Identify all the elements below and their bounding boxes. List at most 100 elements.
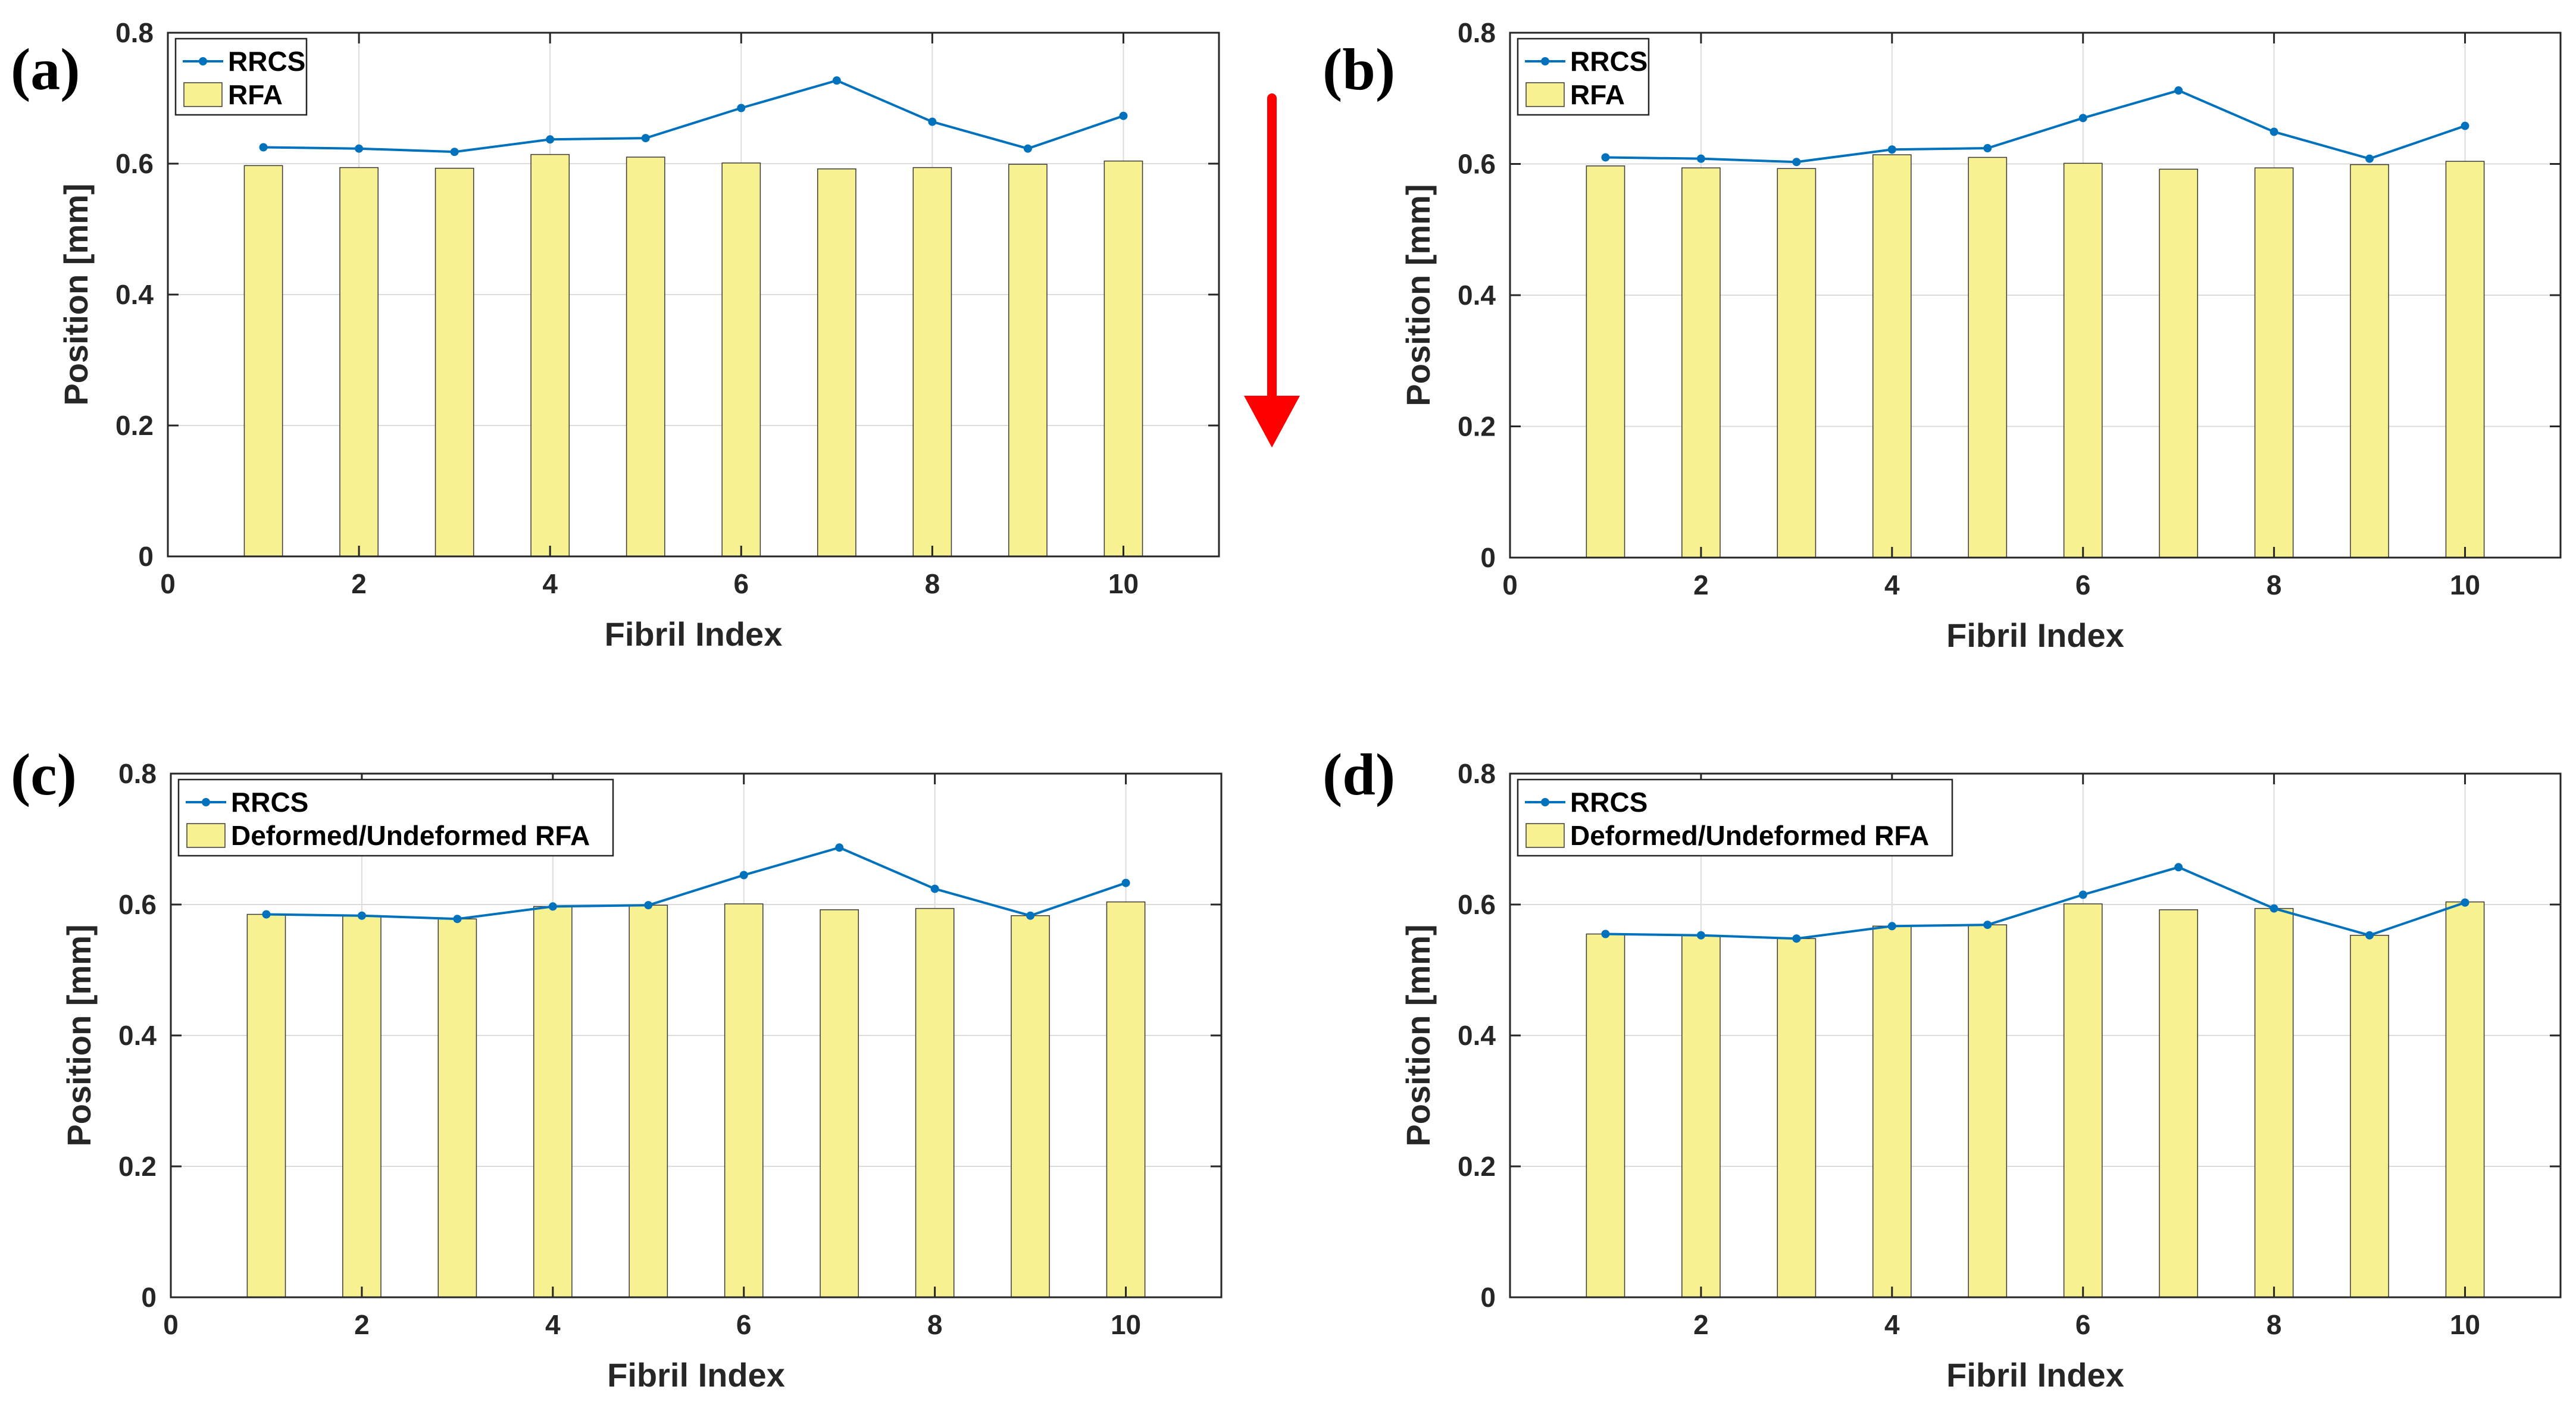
bar xyxy=(339,167,379,557)
bar xyxy=(629,905,668,1298)
y-tick-label: 0.2 xyxy=(115,410,154,441)
legend-label-rrcs: RRCS xyxy=(1570,46,1647,77)
bar xyxy=(1586,933,1625,1298)
rrcs-point xyxy=(644,901,653,910)
legend-line-marker xyxy=(1541,57,1549,65)
bar xyxy=(2350,164,2389,558)
x-tick-label: 4 xyxy=(545,1309,561,1340)
bar xyxy=(434,167,474,557)
rrcs-point xyxy=(2365,931,2374,940)
x-tick-label: 2 xyxy=(354,1309,370,1340)
rrcs-point xyxy=(1696,154,1705,163)
x-tick-label: 8 xyxy=(927,1309,943,1340)
y-tick-label: 0.2 xyxy=(1458,1151,1496,1182)
rrcs-point xyxy=(2365,154,2374,163)
rrcs-point xyxy=(1887,145,1896,154)
rrcs-point xyxy=(832,76,841,85)
rrcs-point xyxy=(1792,934,1801,943)
bar xyxy=(915,908,955,1298)
legend-bar-swatch xyxy=(186,823,226,848)
y-axis-label: Position [mm] xyxy=(1399,924,1437,1146)
x-axis-label: Fibril Index xyxy=(607,1356,785,1394)
x-tick-label: 2 xyxy=(351,568,367,599)
x-tick-label: 10 xyxy=(1108,568,1139,599)
legend-box xyxy=(177,778,614,857)
y-tick-label: 0.2 xyxy=(118,1151,157,1182)
x-tick-label: 0 xyxy=(1502,569,1518,600)
legend-line-marker xyxy=(202,798,210,806)
x-tick-label: 10 xyxy=(1111,1309,1141,1340)
rrcs-point xyxy=(357,911,366,920)
bar xyxy=(2254,908,2294,1298)
bar xyxy=(437,918,477,1298)
bar xyxy=(1103,160,1143,557)
legend-box xyxy=(174,37,308,116)
x-tick-label: 6 xyxy=(2075,569,2091,600)
y-tick-label: 0.2 xyxy=(1458,411,1496,442)
rrcs-point xyxy=(2174,863,2183,872)
bar xyxy=(724,903,764,1298)
bar xyxy=(1586,165,1625,558)
legend-line-marker xyxy=(1541,798,1549,806)
legend-label-rfa: RFA xyxy=(1570,79,1625,110)
y-tick-label: 0.8 xyxy=(115,17,154,48)
x-tick-label: 2 xyxy=(1693,569,1709,600)
rrcs-point xyxy=(739,871,748,880)
y-tick-label: 0.4 xyxy=(118,1020,157,1051)
rrcs-point xyxy=(1696,931,1705,940)
rrcs-point xyxy=(1121,878,1130,887)
bar xyxy=(1968,924,2008,1298)
x-tick-label: 6 xyxy=(733,568,749,599)
x-tick-label: 8 xyxy=(925,568,940,599)
chart-panel-a: 0 2 4 6 8 10 0 0.2 0.4 0.6 0.8 Fibril Index Position… xyxy=(11,17,1220,653)
bar xyxy=(2063,903,2103,1298)
x-tick-label: 0 xyxy=(160,568,176,599)
bar xyxy=(1011,915,1050,1298)
rrcs-point xyxy=(2269,904,2278,913)
bar xyxy=(243,165,283,557)
rrcs-point xyxy=(1887,922,1896,931)
y-tick-label: 0 xyxy=(1480,1282,1496,1313)
rrcs-point xyxy=(2174,86,2183,95)
bar xyxy=(533,906,573,1298)
rrcs-point xyxy=(1119,111,1128,120)
bar xyxy=(626,157,665,557)
red-down-arrow-icon xyxy=(1244,93,1300,448)
rrcs-point xyxy=(262,910,271,919)
bar xyxy=(2063,162,2103,558)
chart-panel-b: 0 2 4 6 8 10 0 0.2 0.4 0.6 0.8 Fibril Index Position… xyxy=(1323,17,2562,654)
bar xyxy=(2159,909,2199,1298)
rrcs-point xyxy=(1983,921,1992,930)
legend-label-rfa: RFA xyxy=(228,79,283,110)
rrcs-point xyxy=(355,144,364,153)
rrcs-point xyxy=(1601,153,1610,162)
y-tick-label: 0.8 xyxy=(1458,17,1496,48)
bar xyxy=(2445,161,2485,558)
legend-label-rrcs: RRCS xyxy=(1570,787,1647,818)
rrcs-point xyxy=(2078,890,2087,899)
rrcs-line xyxy=(263,79,1124,154)
bar xyxy=(912,167,952,557)
rrcs-point xyxy=(2461,121,2469,130)
rrcs-point xyxy=(2269,127,2278,136)
panel-label: (b) xyxy=(1323,36,1395,102)
bar xyxy=(246,913,286,1298)
x-tick-label: 6 xyxy=(2075,1309,2091,1340)
x-axis-label: Fibril Index xyxy=(1946,1356,2124,1394)
x-tick-label: 10 xyxy=(2450,1309,2480,1340)
y-tick-label: 0.8 xyxy=(118,758,157,789)
bar xyxy=(2350,934,2389,1298)
y-tick-label: 0.4 xyxy=(1458,280,1496,311)
rrcs-point xyxy=(1792,158,1801,167)
bar xyxy=(1872,154,1912,558)
bar xyxy=(721,162,761,557)
y-tick-label: 0.6 xyxy=(1458,889,1496,920)
bar xyxy=(1681,934,1721,1298)
rrcs-point xyxy=(930,884,939,893)
x-tick-label: 4 xyxy=(1884,569,1900,600)
rrcs-point xyxy=(546,135,555,144)
